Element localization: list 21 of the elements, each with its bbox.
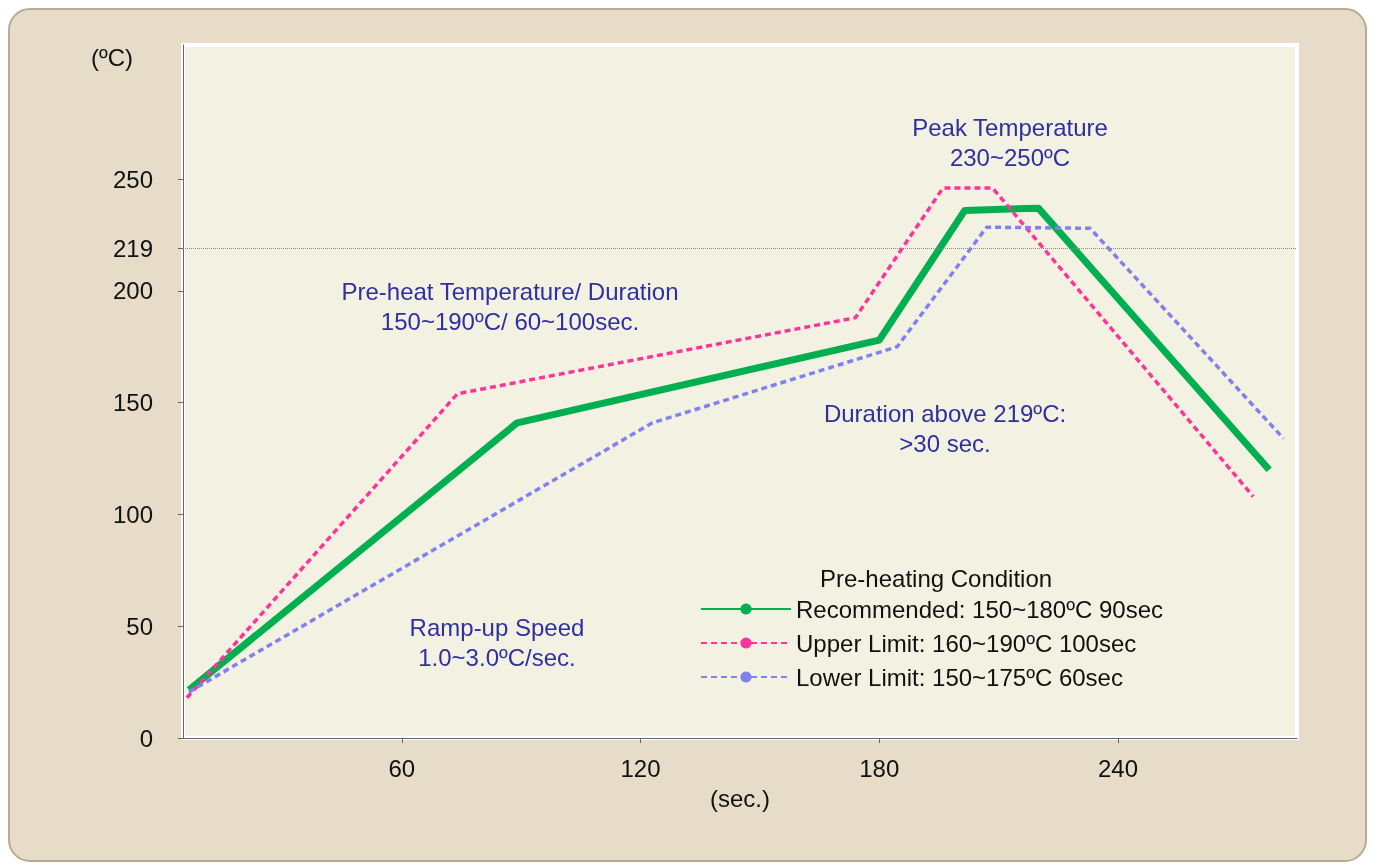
y-axis-title: (ºC)	[90, 43, 133, 71]
y-tick-label: 100	[112, 500, 153, 528]
annotation: Ramp-up Speed 1.0~3.0ºC/sec.	[409, 613, 585, 671]
legend-label: Recommended: 150~180ºC 90sec	[796, 595, 1163, 623]
x-tick-label: 240	[1097, 754, 1138, 782]
y-tick-label: 0	[139, 724, 153, 752]
y-tick-label: 219	[112, 234, 153, 262]
y-tick-label: 50	[126, 612, 153, 640]
annotation: Peak Temperature 230~250ºC	[912, 113, 1108, 171]
x-tick-label: 180	[859, 754, 900, 782]
legend-title: Pre-heating Condition	[820, 564, 1053, 592]
annotation: Duration above 219ºC: >30 sec.	[823, 399, 1067, 457]
x-tick-label: 120	[620, 754, 661, 782]
y-tick-label: 150	[112, 389, 153, 417]
x-tick-label: 60	[388, 754, 416, 782]
legend-label: Lower Limit: 150~175ºC 60sec	[796, 663, 1123, 691]
y-tick-label: 200	[112, 277, 153, 305]
x-axis-title: (sec.)	[710, 784, 770, 812]
y-tick-label: 250	[112, 165, 153, 193]
legend-label: Upper Limit: 160~190ºC 100sec	[796, 629, 1137, 657]
annotation: Pre-heat Temperature/ Duration 150~190ºC/ 60~100sec.	[341, 277, 679, 335]
